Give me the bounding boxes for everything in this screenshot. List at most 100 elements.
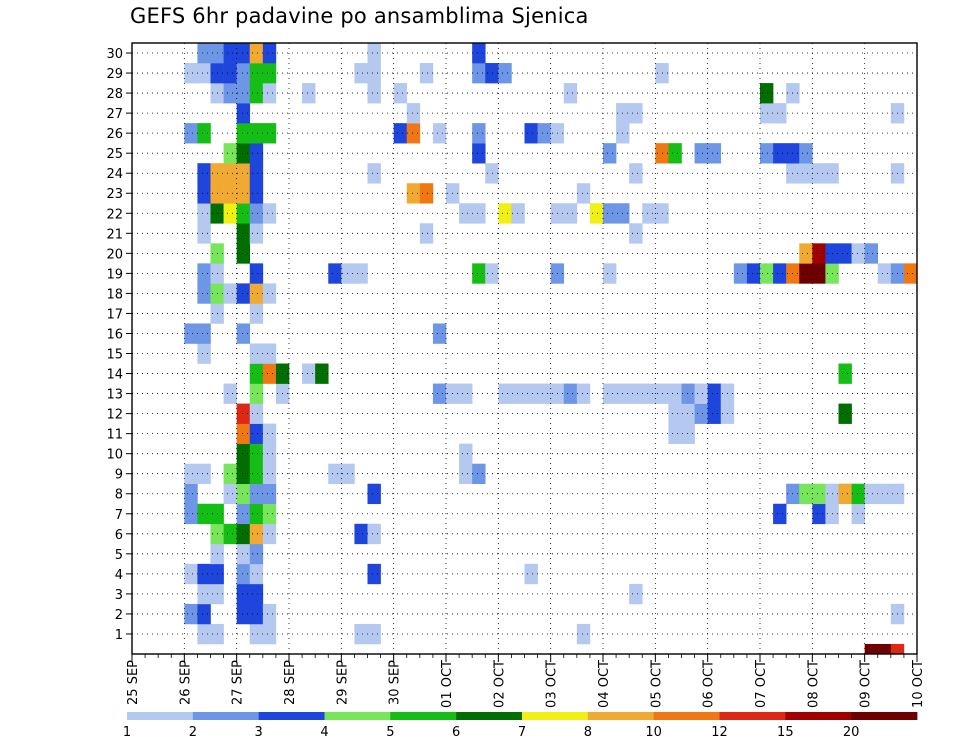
heatmap-cell [249, 303, 264, 324]
heatmap-cell [472, 63, 486, 84]
heatmap-cell [485, 63, 499, 84]
heatmap-cell [877, 483, 892, 505]
heatmap-cell [249, 163, 264, 184]
legend-swatch [456, 712, 523, 720]
legend-label: 10 [645, 725, 662, 740]
heatmap-cell [406, 103, 421, 124]
y-tick-label: 12 [106, 408, 123, 423]
heatmap-cell [197, 503, 211, 525]
y-tick-label: 26 [106, 127, 123, 142]
x-axis: 25 SEP 26 SEP 27 SEP 28 SEP 29 SEP 30 SEP 01 O… [126, 654, 926, 708]
heatmap-cell [328, 463, 342, 485]
heatmap-cell [812, 263, 826, 284]
heatmap-cell [354, 623, 368, 645]
heatmap-cell [315, 363, 329, 384]
heatmap-cell [184, 463, 198, 485]
y-tick-label: 4 [115, 568, 123, 583]
heatmap-cell [668, 403, 682, 424]
heatmap-cell [746, 263, 761, 284]
heatmap-cell [249, 403, 264, 424]
heatmap-cell [419, 63, 434, 84]
x-tick-label: 27 SEP [231, 660, 246, 705]
heatmap-cell [681, 383, 695, 404]
x-tick-label: 09 OCT [859, 660, 874, 708]
heatmap-cell [903, 263, 918, 284]
heatmap-cell [223, 143, 237, 164]
heatmap-cell [249, 423, 264, 444]
heatmap-cell [236, 483, 251, 505]
y-tick-label: 24 [106, 167, 123, 182]
y-tick-label: 19 [106, 267, 123, 282]
heatmap-cell [367, 623, 381, 645]
y-tick-label: 22 [106, 207, 123, 222]
legend-swatch [653, 712, 720, 720]
heatmap-cell [354, 63, 368, 84]
heatmap-cell [197, 203, 211, 224]
heatmap-cell [223, 43, 237, 64]
heatmap-cell [249, 123, 264, 144]
heatmap-cell [184, 123, 198, 144]
heatmap-cell [354, 263, 368, 284]
heatmap-cell [773, 143, 787, 164]
heatmap-cell [197, 183, 211, 204]
heatmap-cell [262, 363, 277, 384]
chart-title: GEFS 6hr padavine po ansamblima Sjenica [130, 4, 589, 28]
heatmap-cell [197, 283, 211, 304]
heatmap-cell [184, 323, 198, 344]
y-tick-label: 9 [115, 468, 123, 483]
heatmap-cell [249, 543, 264, 565]
x-tick-label: 06 OCT [702, 660, 717, 708]
y-tick-label: 20 [106, 247, 123, 262]
heatmap-cell [694, 143, 708, 164]
heatmap-cell [367, 163, 381, 184]
heatmap-cell [838, 243, 852, 264]
heatmap-cell [367, 43, 381, 64]
heatmap-cell [236, 43, 251, 64]
y-tick-label: 13 [106, 388, 123, 403]
heatmap-cell [236, 143, 251, 164]
x-tick-label: 29 SEP [335, 660, 350, 705]
heatmap-cell [236, 603, 251, 625]
heatmap-cell [406, 183, 421, 204]
y-tick-label: 27 [106, 107, 123, 122]
legend-swatch [587, 712, 655, 720]
heatmap-cell [262, 503, 277, 525]
heatmap-cell [838, 363, 852, 384]
heatmap-cell [498, 203, 512, 224]
heatmap-cell [236, 503, 251, 525]
heatmap-cell [367, 483, 381, 505]
heatmap-cell [432, 383, 447, 404]
heatmap-cell [249, 203, 264, 224]
heatmap-cell [367, 563, 381, 585]
legend-swatch [258, 712, 325, 720]
heatmap-cell [197, 263, 211, 284]
x-tick-label: 07 OCT [754, 660, 769, 708]
heatmap-cell [249, 223, 264, 244]
heatmap-cell [249, 143, 264, 164]
heatmap-cell [459, 443, 473, 464]
y-tick-label: 10 [106, 448, 123, 463]
heatmap-cell [812, 243, 826, 264]
heatmap-cell [459, 203, 473, 224]
heatmap-cell [799, 163, 813, 184]
heatmap-cell [236, 463, 251, 485]
y-tick-label: 11 [106, 428, 123, 443]
heatmap-cell [262, 463, 277, 485]
heatmap-cell [760, 143, 774, 164]
heatmap-cell [236, 563, 251, 585]
heatmap-cell [197, 323, 211, 344]
heatmap-cell [367, 63, 381, 84]
y-tick-label: 3 [115, 588, 123, 603]
y-tick-label: 15 [106, 348, 123, 363]
heatmap-cell [236, 243, 251, 264]
y-tick-label: 25 [106, 147, 123, 162]
heatmap-cell [249, 503, 264, 525]
heatmap-cell [668, 143, 682, 164]
heatmap-cell [197, 603, 211, 625]
legend-label: 20 [843, 725, 860, 740]
legend-swatch [719, 712, 786, 720]
heatmap-cell [472, 463, 486, 485]
x-tick-label: 04 OCT [597, 660, 612, 708]
heatmap-cell [184, 503, 198, 525]
heatmap-cell [432, 123, 447, 144]
